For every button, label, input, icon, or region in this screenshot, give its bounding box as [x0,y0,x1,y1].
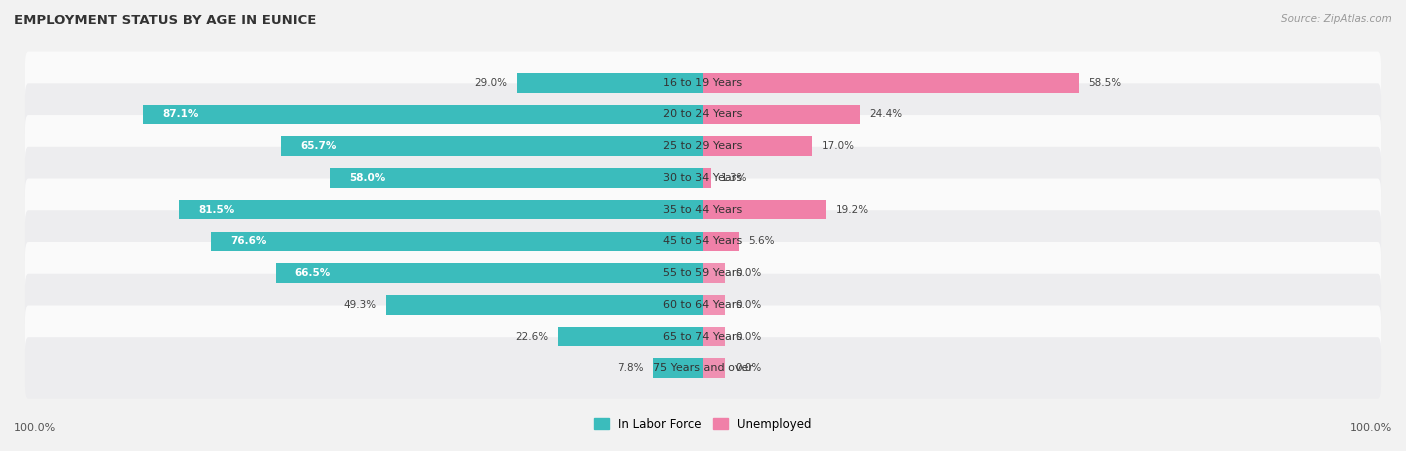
Text: 49.3%: 49.3% [343,300,377,310]
Bar [558,327,703,346]
Text: 1.3%: 1.3% [721,173,748,183]
Text: 19.2%: 19.2% [837,205,869,215]
Text: 81.5%: 81.5% [198,205,235,215]
Text: EMPLOYMENT STATUS BY AGE IN EUNICE: EMPLOYMENT STATUS BY AGE IN EUNICE [14,14,316,27]
Text: 35 to 44 Years: 35 to 44 Years [664,205,742,215]
Text: 20 to 24 Years: 20 to 24 Years [664,110,742,120]
Bar [276,263,703,283]
Bar [652,359,703,378]
FancyBboxPatch shape [25,115,1381,177]
Bar [703,73,1078,92]
Bar [330,168,703,188]
FancyBboxPatch shape [25,242,1381,304]
Bar [516,73,703,92]
Bar [211,231,703,251]
Text: 65 to 74 Years: 65 to 74 Years [664,331,742,341]
Text: 22.6%: 22.6% [515,331,548,341]
Text: 76.6%: 76.6% [231,236,266,246]
Text: 100.0%: 100.0% [14,423,56,433]
Bar [703,263,725,283]
Text: 0.0%: 0.0% [735,364,762,373]
Text: 58.0%: 58.0% [350,173,385,183]
Bar [143,105,703,124]
Text: 58.5%: 58.5% [1088,78,1122,87]
Bar [179,200,703,220]
Bar [703,327,725,346]
Text: 7.8%: 7.8% [617,364,643,373]
Text: 0.0%: 0.0% [735,300,762,310]
FancyBboxPatch shape [25,274,1381,335]
Text: 17.0%: 17.0% [823,141,855,151]
Text: 65.7%: 65.7% [299,141,336,151]
FancyBboxPatch shape [25,51,1381,113]
FancyBboxPatch shape [25,83,1381,145]
Text: 75 Years and over: 75 Years and over [652,364,754,373]
Bar [703,168,711,188]
Text: 0.0%: 0.0% [735,331,762,341]
Bar [387,295,703,315]
FancyBboxPatch shape [25,210,1381,272]
Text: 87.1%: 87.1% [163,110,198,120]
Text: 29.0%: 29.0% [474,78,508,87]
Bar [281,136,703,156]
Bar [703,359,725,378]
Text: 0.0%: 0.0% [735,268,762,278]
Text: 45 to 54 Years: 45 to 54 Years [664,236,742,246]
FancyBboxPatch shape [25,179,1381,240]
Text: 55 to 59 Years: 55 to 59 Years [664,268,742,278]
Text: 66.5%: 66.5% [295,268,330,278]
Bar [703,231,740,251]
FancyBboxPatch shape [25,147,1381,208]
Text: 100.0%: 100.0% [1350,423,1392,433]
FancyBboxPatch shape [25,337,1381,399]
Text: 30 to 34 Years: 30 to 34 Years [664,173,742,183]
Bar [703,295,725,315]
FancyBboxPatch shape [25,305,1381,367]
Text: Source: ZipAtlas.com: Source: ZipAtlas.com [1281,14,1392,23]
Text: 24.4%: 24.4% [869,110,903,120]
Bar [703,200,827,220]
Text: 25 to 29 Years: 25 to 29 Years [664,141,742,151]
Text: 60 to 64 Years: 60 to 64 Years [664,300,742,310]
Text: 16 to 19 Years: 16 to 19 Years [664,78,742,87]
Legend: In Labor Force, Unemployed: In Labor Force, Unemployed [589,413,817,436]
Text: 5.6%: 5.6% [748,236,775,246]
Bar [703,105,860,124]
Bar [703,136,813,156]
